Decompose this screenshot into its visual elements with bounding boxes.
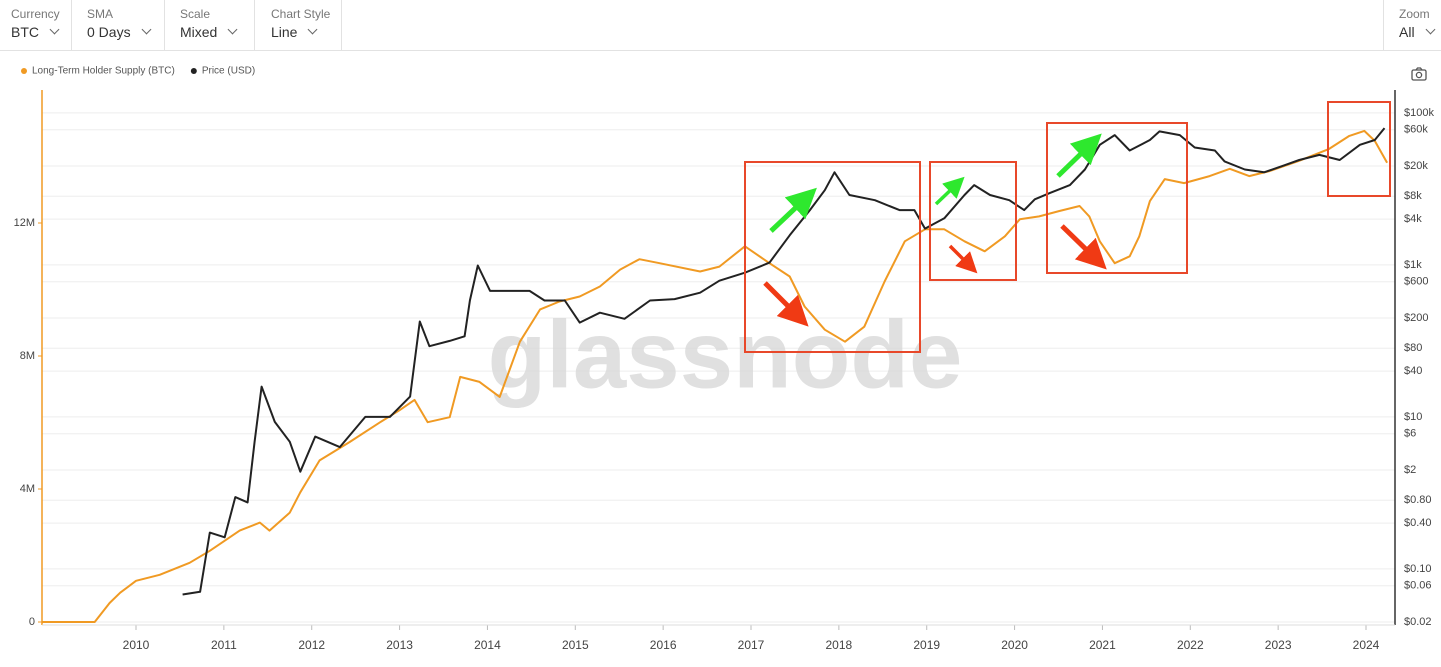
watermark: glassnode [488,301,963,408]
arrow-up [934,176,965,206]
zoom-select[interactable]: Zoom All [1383,0,1441,50]
y2-tick-label: $8k [1404,190,1422,202]
sma-select[interactable]: SMA 0 Days [76,0,165,50]
y2-tick-label: $0.10 [1404,563,1432,575]
arrow-down [1060,224,1107,270]
x-tick-label: 2010 [123,638,150,652]
x-tick-label: 2019 [913,638,940,652]
y2-tick-label: $0.02 [1404,616,1432,628]
y-tick-label: 4M [20,483,35,495]
legend-label: Long-Term Holder Supply (BTC) [32,66,175,77]
x-tick-label: 2016 [650,638,677,652]
y2-tick-label: $200 [1404,312,1428,324]
x-tick-label: 2014 [474,638,501,652]
x-tick-label: 2017 [738,638,765,652]
x-tick-label: 2018 [826,638,853,652]
control-value: Mixed [180,24,236,40]
y2-tick-label: $600 [1404,276,1428,288]
highlight-box [929,161,1017,281]
y2-tick-label: $0.40 [1404,517,1432,529]
currency-select[interactable]: Currency BTC [0,0,72,50]
legend-marker [21,68,27,74]
arrow-up [769,187,817,233]
y2-tick-label: $100k [1404,107,1434,119]
control-value: All [1399,24,1434,40]
control-value: BTC [11,24,58,40]
y-tick-label: 0 [29,616,35,628]
x-tick-label: 2021 [1089,638,1116,652]
y2-tick-label: $0.06 [1404,580,1432,592]
y2-tick-label: $1k [1404,259,1422,271]
x-tick-label: 2013 [386,638,413,652]
x-tick-label: 2020 [1001,638,1028,652]
highlight-box [1046,122,1188,274]
y-tick-label: 12M [14,217,35,229]
legend-marker [190,68,197,74]
control-value: 0 Days [87,24,150,40]
control-label: SMA [87,7,114,21]
x-tick-label: 2015 [562,638,589,652]
y2-tick-label: $10 [1404,411,1422,423]
series-line [182,127,1386,596]
control-label: Chart Style [271,7,331,21]
highlight-box [744,161,921,353]
control-label: Scale [180,7,211,21]
y2-tick-label: $40 [1404,365,1422,377]
arrow-down [763,281,809,327]
y2-tick-label: $80 [1404,342,1422,354]
highlight-box [1327,101,1391,197]
annotations [744,101,1391,353]
y2-tick-label: $0.80 [1404,494,1432,506]
arrow-up [1056,133,1102,178]
chart-style-select[interactable]: Chart Style Line [260,0,342,50]
x-tick-label: 2012 [298,638,325,652]
y-tick-label: 8M [20,350,35,362]
y2-tick-label: $20k [1404,160,1428,172]
control-label: Currency [11,7,60,21]
y2-tick-label: $2 [1404,464,1416,476]
control-value: Line [271,24,316,40]
toolbar: Currency BTC SMA 0 Days Scale Mixed Chart S… [0,0,1441,51]
y2-tick-label: $4k [1404,213,1422,225]
scale-select[interactable]: Scale Mixed [169,0,255,50]
legend-label: Price (USD) [202,66,255,77]
y2-tick-label: $6 [1404,428,1416,440]
control-label: Zoom [1399,7,1430,21]
x-tick-label: 2023 [1265,638,1292,652]
y2-tick-label: $60k [1404,124,1428,136]
camera-icon[interactable] [1411,67,1427,81]
arrow-down [948,244,978,274]
x-tick-label: 2022 [1177,638,1204,652]
x-tick-label: 2011 [211,638,237,652]
x-tick-label: 2024 [1353,638,1380,652]
